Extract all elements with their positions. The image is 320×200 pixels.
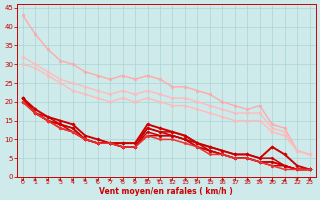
X-axis label: Vent moyen/en rafales ( km/h ): Vent moyen/en rafales ( km/h ) — [100, 187, 233, 196]
